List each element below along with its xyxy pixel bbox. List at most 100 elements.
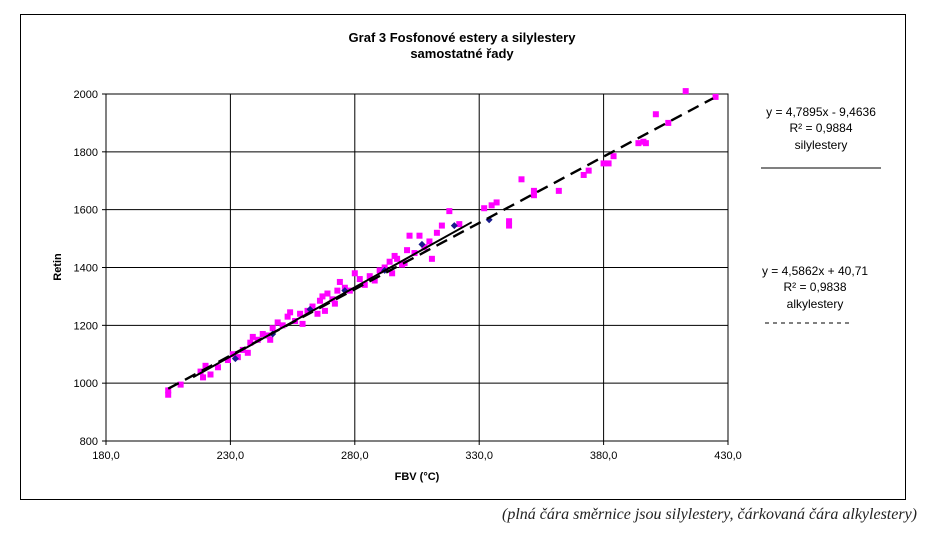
alkyl-point [600, 160, 607, 167]
alkyl-point [244, 349, 251, 356]
alkyl-point [421, 244, 428, 251]
alkyl-annotation: y = 4,5862x + 40,71 R² = 0,9838 alkylest… [762, 264, 868, 324]
alkyl-point [555, 187, 562, 194]
x-axis-label: FBV (°C) [395, 471, 440, 483]
alkyl-point [530, 187, 537, 194]
alkyl-point [682, 88, 689, 95]
alkyl-point [197, 368, 204, 375]
alkyl-point [247, 339, 254, 346]
alkyl-point [518, 176, 525, 183]
alkyl-point [389, 270, 396, 277]
alkyl-point [506, 222, 513, 229]
alkyl-point [605, 160, 612, 167]
y-axis-label: Retin [52, 253, 64, 281]
alkyl-equation: y = 4,5862x + 40,71 [762, 264, 868, 278]
alkyl-point [284, 313, 291, 320]
alkyl-point [585, 167, 592, 174]
y-tick-label: 800 [80, 436, 98, 448]
alkyl-point [207, 371, 214, 378]
alkyl-point [224, 357, 231, 364]
silyl-annotation: y = 4,7895x - 9,4636 R² = 0,9884 silyles… [761, 105, 881, 169]
chart-title-line-2: samostatné řady [410, 46, 514, 61]
alkyl-point [309, 303, 316, 310]
alkyl-point [267, 336, 274, 343]
alkyl-point [200, 374, 207, 381]
alkyl-point [366, 273, 373, 280]
grid [106, 94, 728, 441]
alkyl-point [321, 307, 328, 314]
alkyl-point [406, 232, 413, 239]
alkyl-point [530, 192, 537, 199]
alkyl-point [287, 309, 294, 316]
alkyl-point [351, 270, 358, 277]
alkyl-point [456, 221, 463, 228]
x-tick-label: 230,0 [217, 450, 245, 462]
alkyl-point [259, 331, 266, 338]
alkyl-point [361, 281, 368, 288]
trend-lines [167, 97, 714, 390]
alkyl-point [433, 229, 440, 236]
silyl-point [418, 240, 426, 248]
alkyl-point [481, 205, 488, 212]
alkyl-point [299, 320, 306, 327]
alkyl-point [506, 218, 513, 225]
x-tick-label: 180,0 [92, 450, 120, 462]
alkyl-point [446, 208, 453, 215]
alkyl-point [279, 322, 286, 329]
alkyl-point [493, 199, 500, 206]
alkyl-point [665, 119, 672, 126]
alkyl-point [165, 391, 172, 398]
x-tick-labels: 180,0 230,0 280,0 330,0 380,0 430,0 [92, 441, 742, 462]
silyl-point [231, 355, 239, 363]
y-tick-label: 2000 [74, 89, 98, 101]
alkyl-point [610, 153, 617, 160]
x-tick-label: 280,0 [341, 450, 369, 462]
silyl-point [450, 222, 458, 230]
alkyl-label: alkylestery [787, 297, 844, 311]
y-tick-label: 1400 [74, 263, 98, 275]
alkyl-point [438, 222, 445, 229]
alkyl-point [416, 232, 423, 239]
alkyl-point [214, 364, 221, 371]
y-tick-label: 1800 [74, 147, 98, 159]
alkyl-point [316, 297, 323, 304]
alkyl-point [234, 354, 241, 361]
chart-frame: Graf 3 Fosfonové estery a silylestery sa… [20, 14, 906, 500]
alkyl-point [202, 362, 209, 369]
alkyl-point [488, 202, 495, 209]
alkylestery-trend-line [167, 97, 714, 390]
alkyl-point [376, 267, 383, 274]
silyl-r2: R² = 0,9884 [789, 121, 852, 135]
alkyl-point [404, 247, 411, 254]
alkyl-point [269, 325, 276, 332]
x-tick-label: 380,0 [590, 450, 618, 462]
alkyl-r2: R² = 0,9838 [783, 280, 846, 294]
alkyl-point [428, 255, 435, 262]
alkyl-point [331, 300, 338, 307]
alkyl-point [336, 278, 343, 285]
alkyl-point [356, 276, 363, 283]
alkyl-point [394, 255, 401, 262]
y-tick-labels: 800 1000 1200 1400 1600 1800 2000 [74, 89, 106, 448]
alkyl-point [635, 140, 642, 147]
alkyl-point [426, 238, 433, 245]
alkyl-point [319, 293, 326, 300]
alkyl-point [297, 310, 304, 317]
y-tick-label: 1600 [74, 205, 98, 217]
alkyl-point [274, 319, 281, 326]
chart: Graf 3 Fosfonové estery a silylestery sa… [52, 30, 881, 483]
alkyl-point [371, 277, 378, 284]
alkyl-point [712, 93, 719, 100]
silyl-label: silylestery [795, 138, 848, 152]
chart-title-line-1: Graf 3 Fosfonové estery a silylestery [349, 30, 577, 45]
y-tick-label: 1200 [74, 320, 98, 332]
x-tick-label: 330,0 [465, 450, 493, 462]
alkyl-point [652, 111, 659, 118]
alkyl-point [324, 290, 331, 297]
alkyl-point [314, 310, 321, 317]
alkyl-point [334, 287, 341, 294]
alkyl-point [165, 387, 172, 394]
figure-caption: (plná čára směrnice jsou silylestery, čá… [502, 506, 917, 523]
alkyl-point [304, 307, 311, 314]
y-tick-label: 1000 [74, 378, 98, 390]
